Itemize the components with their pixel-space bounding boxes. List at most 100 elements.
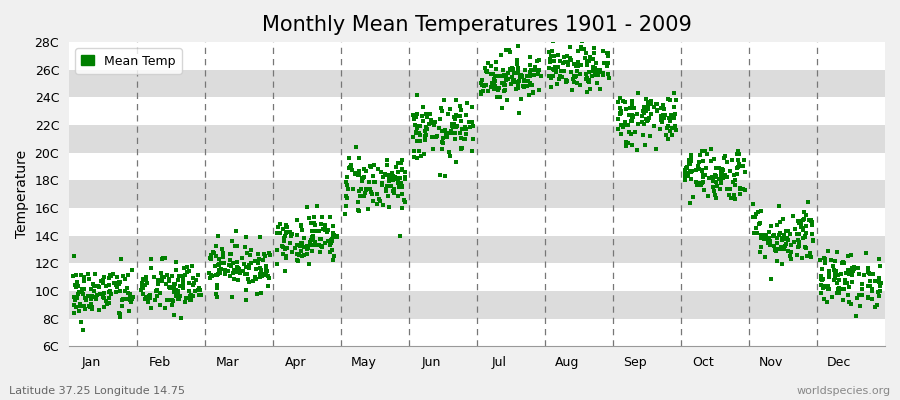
Point <box>596 72 610 78</box>
Point <box>814 266 829 272</box>
Point <box>500 76 515 82</box>
Point <box>379 186 393 192</box>
Point <box>523 68 537 75</box>
Point <box>185 293 200 300</box>
Point <box>845 270 859 277</box>
Point <box>72 289 86 296</box>
Point <box>833 271 848 277</box>
Point <box>796 217 810 223</box>
Point <box>140 294 154 300</box>
Point <box>154 270 168 276</box>
Point <box>218 267 232 273</box>
Point <box>410 111 424 117</box>
Point <box>524 67 538 74</box>
Point <box>625 116 639 123</box>
Point <box>121 272 135 278</box>
Point <box>714 178 728 184</box>
Point <box>566 73 580 80</box>
Point <box>796 234 811 241</box>
Point <box>380 172 394 178</box>
Point <box>366 162 381 168</box>
Point <box>386 188 400 194</box>
Point <box>260 273 274 279</box>
Point <box>817 284 832 290</box>
Point <box>583 86 598 92</box>
Point <box>120 285 134 291</box>
Point <box>418 111 433 117</box>
Point <box>185 282 200 288</box>
Point <box>753 234 768 241</box>
Point <box>698 172 712 178</box>
Point <box>499 47 513 53</box>
Point <box>474 88 489 95</box>
Point <box>668 111 682 118</box>
Point <box>292 242 307 249</box>
Point <box>861 264 876 271</box>
Y-axis label: Temperature: Temperature <box>15 150 29 238</box>
Point <box>712 164 726 171</box>
Point <box>445 123 459 129</box>
Point <box>370 166 384 172</box>
Point <box>385 172 400 179</box>
Point <box>842 269 857 275</box>
Point <box>496 66 510 73</box>
Point <box>712 175 726 182</box>
Point <box>303 236 318 243</box>
Point <box>391 168 405 175</box>
Point <box>464 104 479 111</box>
Point <box>135 277 149 283</box>
Point <box>746 229 760 236</box>
Point <box>641 116 655 123</box>
Point <box>619 138 634 145</box>
Point <box>339 182 354 188</box>
Point <box>380 157 394 163</box>
Point <box>310 202 324 209</box>
Point <box>682 161 697 167</box>
Point <box>382 177 397 184</box>
Point <box>479 82 493 88</box>
Point <box>484 70 499 77</box>
Point <box>158 305 173 312</box>
Point <box>612 111 626 118</box>
Point <box>365 197 380 204</box>
Point <box>420 126 435 132</box>
Point <box>351 188 365 194</box>
Point <box>830 290 844 297</box>
Point <box>814 282 829 288</box>
Point <box>480 68 494 74</box>
Point <box>325 236 339 242</box>
Point <box>449 112 464 118</box>
Point <box>627 128 642 135</box>
Point <box>410 123 425 129</box>
Point <box>380 182 394 189</box>
Point <box>163 285 177 291</box>
Point <box>860 268 875 275</box>
Point <box>324 240 338 246</box>
Point <box>664 112 679 118</box>
Point <box>136 290 150 297</box>
Point <box>581 76 596 83</box>
Point <box>683 200 698 206</box>
Point <box>814 257 828 264</box>
Point <box>254 268 268 275</box>
Point <box>695 148 709 154</box>
Point <box>239 250 254 256</box>
Point <box>601 71 616 77</box>
Point <box>408 122 422 128</box>
Point <box>798 230 813 236</box>
Point <box>302 239 317 246</box>
Point <box>667 90 681 96</box>
Point <box>284 249 299 256</box>
Point <box>474 77 489 83</box>
Point <box>762 236 777 242</box>
Point <box>176 285 191 291</box>
Point <box>733 184 747 191</box>
Point <box>861 282 876 289</box>
Point <box>823 286 837 292</box>
Point <box>364 189 378 196</box>
Point <box>224 294 238 300</box>
Point <box>173 293 187 300</box>
Point <box>326 256 340 263</box>
Point <box>597 59 611 66</box>
Point <box>761 235 776 242</box>
